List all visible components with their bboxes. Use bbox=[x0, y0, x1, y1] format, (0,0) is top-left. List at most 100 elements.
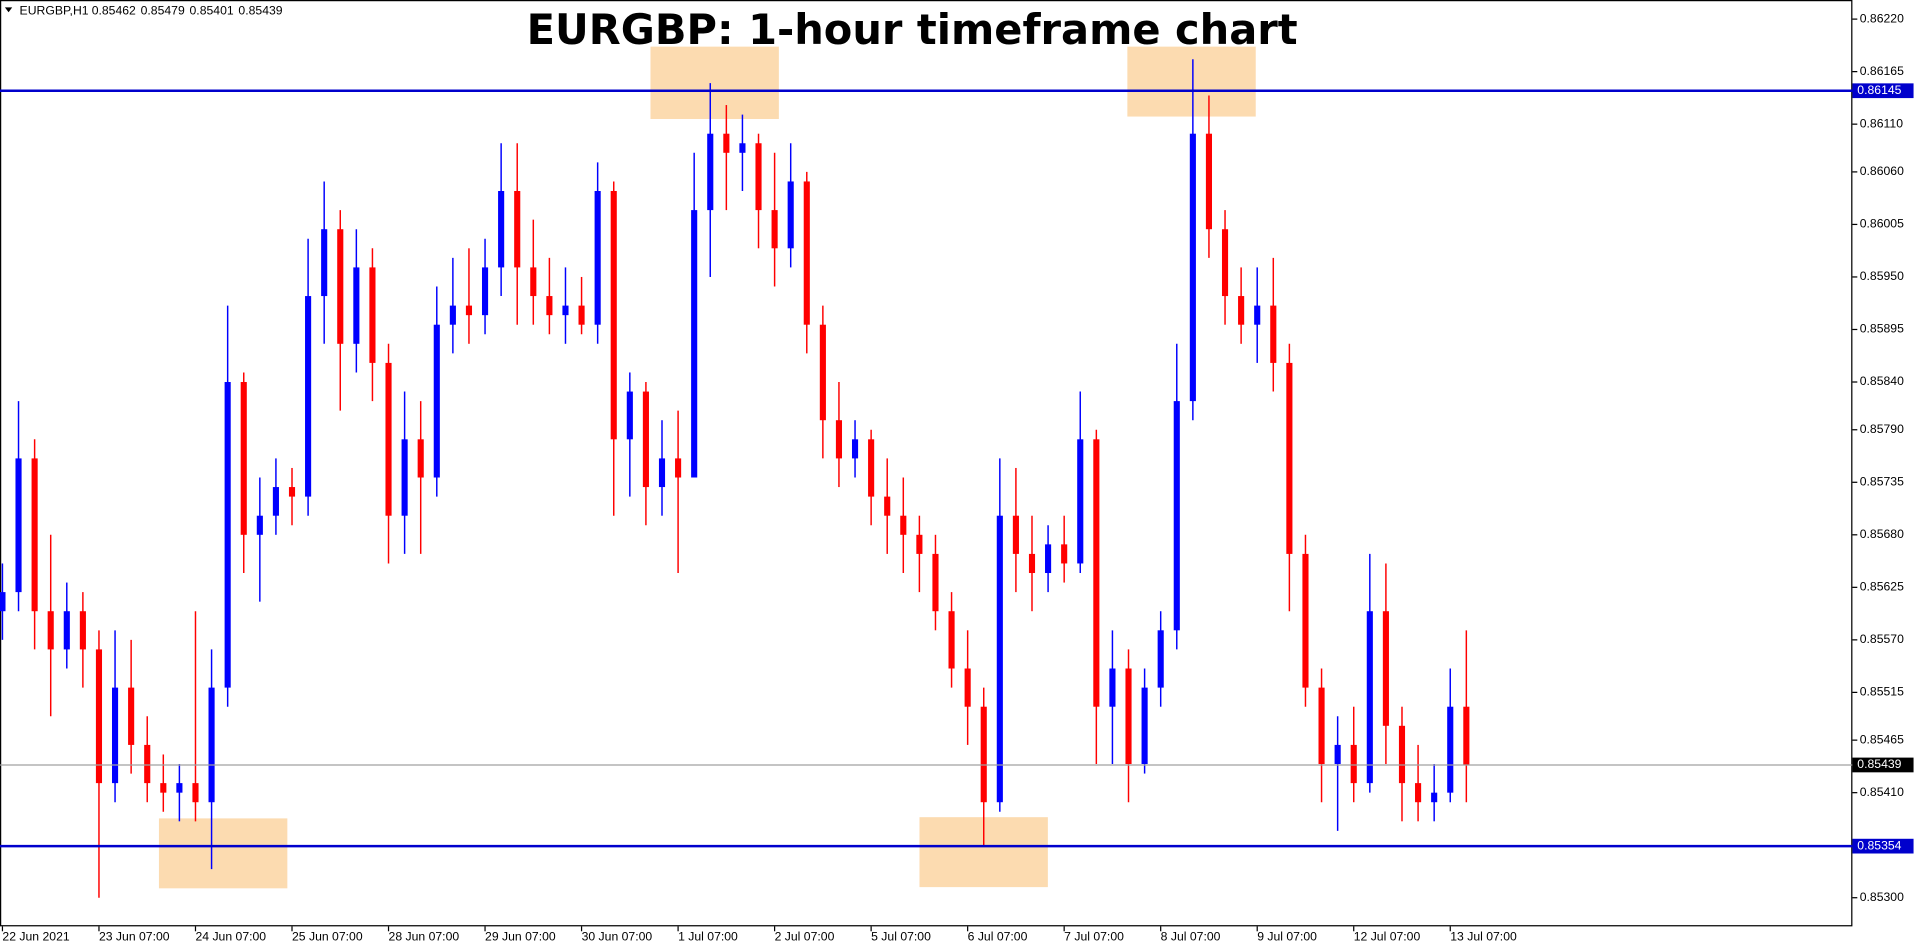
x-tick-label: 13 Jul 07:00 bbox=[1450, 930, 1517, 944]
candle-body bbox=[948, 611, 955, 669]
x-tick-label: 12 Jul 07:00 bbox=[1354, 930, 1421, 944]
y-tick-label: 0.85895 bbox=[1860, 322, 1904, 336]
candle-body bbox=[433, 324, 440, 478]
candle-body bbox=[1415, 783, 1422, 803]
candle-body bbox=[1125, 668, 1132, 765]
candle-body bbox=[803, 181, 810, 325]
candle-body bbox=[1382, 611, 1389, 726]
x-tick-label: 29 Jun 07:00 bbox=[485, 930, 556, 944]
candle-body bbox=[0, 592, 6, 612]
symbol-label: EURGBP,H1 bbox=[20, 3, 89, 17]
candle-body bbox=[353, 267, 360, 344]
candle-body bbox=[755, 143, 762, 211]
candle-body bbox=[1077, 439, 1084, 564]
candle-body bbox=[835, 420, 843, 459]
candle-body bbox=[884, 496, 891, 516]
candle-body bbox=[401, 439, 408, 516]
price-level-box bbox=[1852, 838, 1914, 854]
candle-body bbox=[771, 210, 778, 249]
y-tick-label: 0.86060 bbox=[1860, 164, 1904, 178]
candle-body bbox=[272, 487, 279, 516]
plot-frame bbox=[0, 0, 1853, 927]
candle-body bbox=[1286, 362, 1293, 554]
candle-body bbox=[546, 296, 553, 316]
x-tick-label: 23 Jun 07:00 bbox=[99, 930, 170, 944]
highlight-zone bbox=[650, 46, 779, 120]
candle-body bbox=[1366, 611, 1373, 784]
candle-body bbox=[256, 515, 263, 535]
candle-body bbox=[385, 362, 392, 516]
candle-body bbox=[1061, 544, 1068, 564]
menu-arrow bbox=[4, 7, 13, 13]
x-tick-label: 1 Jul 07:00 bbox=[678, 930, 738, 944]
highlight-zone bbox=[1127, 46, 1256, 117]
price-level-label: 0.85354 bbox=[1857, 838, 1901, 852]
candle-body bbox=[498, 191, 505, 268]
candle-body bbox=[851, 439, 859, 459]
candle-body bbox=[1302, 553, 1309, 688]
candle-body bbox=[144, 744, 151, 784]
candle-body bbox=[465, 305, 473, 316]
candle-body bbox=[658, 458, 666, 488]
y-tick-label: 0.85680 bbox=[1860, 527, 1904, 541]
candle-body bbox=[642, 391, 649, 488]
x-tick-label: 22 Jun 2021 bbox=[2, 930, 69, 944]
candle-body bbox=[787, 181, 794, 249]
candle-body bbox=[79, 611, 86, 650]
y-tick-label: 0.86110 bbox=[1860, 116, 1903, 130]
price-level-label: 0.85439 bbox=[1857, 757, 1901, 771]
y-tick-label: 0.85840 bbox=[1860, 374, 1904, 388]
candle-body bbox=[31, 458, 38, 612]
candle-body bbox=[1398, 725, 1406, 784]
candle-body bbox=[916, 534, 923, 554]
price-level-box bbox=[1852, 83, 1914, 99]
candle-body bbox=[1109, 668, 1116, 707]
candle-body bbox=[626, 391, 633, 440]
candle-body bbox=[176, 783, 183, 793]
y-tick-label: 0.85465 bbox=[1860, 732, 1904, 746]
candle-body bbox=[1028, 553, 1036, 574]
candle-body bbox=[819, 324, 826, 421]
candle-body bbox=[1238, 296, 1245, 325]
price-level-box bbox=[1852, 757, 1914, 773]
x-tick-label: 24 Jun 07:00 bbox=[195, 930, 266, 944]
candle-body bbox=[224, 382, 231, 688]
y-tick-label: 0.86005 bbox=[1860, 217, 1904, 231]
candle-body bbox=[369, 267, 376, 363]
candle-body bbox=[739, 143, 746, 153]
candle-body bbox=[1334, 744, 1341, 765]
candle-body bbox=[1012, 515, 1019, 554]
header-value: 0.85401 bbox=[190, 3, 234, 17]
y-tick-label: 0.85410 bbox=[1860, 785, 1904, 799]
candle-body bbox=[240, 382, 247, 535]
x-tick-label: 2 Jul 07:00 bbox=[775, 930, 835, 944]
candle-body bbox=[481, 267, 489, 316]
candle-body bbox=[449, 305, 456, 325]
candle-body bbox=[980, 706, 987, 803]
candle-body bbox=[1045, 544, 1052, 574]
candle-body bbox=[1431, 792, 1438, 803]
candle-body bbox=[610, 191, 617, 440]
x-tick-label: 25 Jun 07:00 bbox=[292, 930, 363, 944]
candle-body bbox=[15, 458, 22, 593]
x-tick-label: 30 Jun 07:00 bbox=[582, 930, 653, 944]
candles bbox=[0, 59, 1470, 898]
y-tick-label: 0.85300 bbox=[1860, 890, 1904, 904]
y-tick-label: 0.85515 bbox=[1860, 685, 1904, 699]
price-level-label: 0.86145 bbox=[1857, 83, 1901, 97]
candle-body bbox=[1221, 229, 1229, 297]
candle-body bbox=[932, 553, 939, 612]
highlight-zone bbox=[158, 818, 288, 889]
y-tick-label: 0.85625 bbox=[1860, 580, 1904, 594]
candle-body bbox=[47, 611, 54, 650]
y-tick-label: 0.86220 bbox=[1860, 11, 1904, 25]
candle-body bbox=[691, 210, 698, 478]
candle-body bbox=[514, 191, 521, 268]
y-tick-label: 0.86165 bbox=[1860, 64, 1904, 78]
header-value: 0.85462 bbox=[92, 3, 136, 17]
y-tick-label: 0.85735 bbox=[1860, 475, 1904, 489]
candle-body bbox=[530, 267, 537, 297]
